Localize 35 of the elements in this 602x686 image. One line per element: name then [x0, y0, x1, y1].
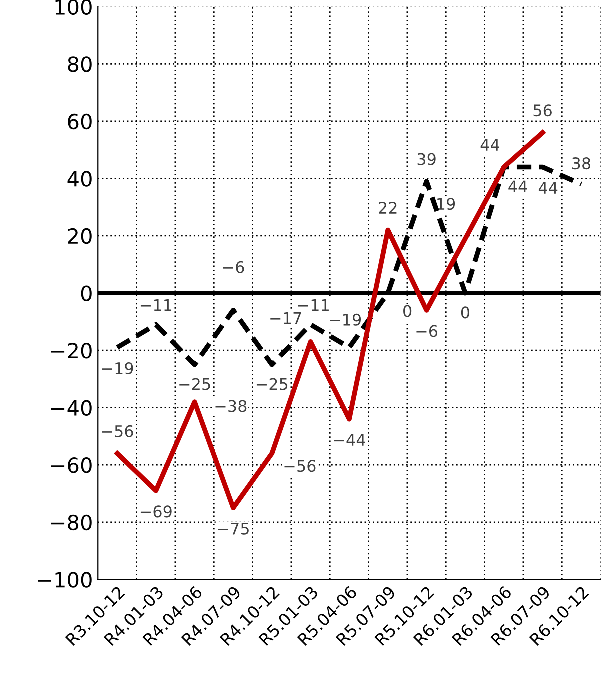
data-label: 39 — [418, 153, 436, 166]
data-label: 44 — [538, 182, 558, 194]
data-label: 19 — [438, 198, 456, 210]
data-label: 44 — [508, 180, 528, 192]
data-label: 0 — [461, 306, 470, 319]
data-label: −25 — [256, 378, 288, 390]
y-tick-label: 60 — [68, 114, 92, 130]
data-label: 38 — [572, 158, 591, 170]
y-tick-label: −40 — [52, 400, 92, 416]
data-label: −6 — [416, 325, 438, 338]
data-label: −19 — [330, 314, 362, 326]
data-label: 0 — [404, 305, 412, 318]
y-tick-label: 0 — [81, 286, 92, 302]
data-label: −56 — [284, 460, 316, 472]
y-tick-label: 80 — [68, 56, 92, 72]
y-tick-label: −60 — [52, 458, 92, 474]
data-label: −75 — [218, 523, 249, 535]
y-tick-label: −100 — [38, 572, 92, 588]
y-tick-label: −80 — [52, 514, 92, 531]
data-label: −11 — [140, 299, 172, 312]
data-label: −19 — [102, 362, 134, 375]
data-label: −44 — [334, 434, 366, 446]
data-label: −11 — [298, 299, 329, 312]
data-label: −17 — [270, 312, 302, 324]
y-tick-label: 40 — [68, 171, 92, 187]
y-tick-label: 20 — [68, 228, 92, 244]
data-label: 44 — [480, 139, 500, 151]
data-label: −38 — [216, 400, 247, 412]
data-label: −69 — [140, 506, 172, 518]
y-tick-label: −20 — [52, 343, 92, 359]
data-label: −6 — [223, 261, 244, 274]
data-label: 22 — [379, 202, 397, 214]
data-label: −25 — [180, 378, 210, 390]
data-label: 56 — [534, 104, 552, 117]
data-label: −56 — [102, 425, 134, 438]
